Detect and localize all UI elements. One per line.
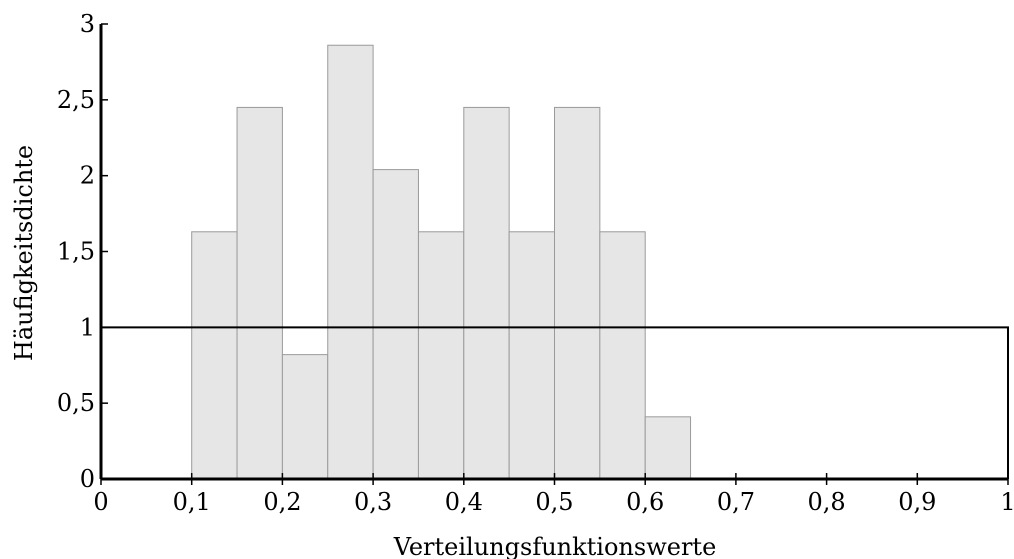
histogram-bar bbox=[644, 416, 692, 480]
y-tick-label: 0 bbox=[80, 465, 95, 493]
x-tick-label: 0,3 bbox=[354, 488, 392, 516]
x-axis-title: Verteilungsfunktionswerte bbox=[393, 533, 717, 559]
histogram-bar bbox=[554, 106, 601, 480]
y-axis-title: Häufigkeitsdichte bbox=[10, 145, 38, 361]
uniform-density-line bbox=[101, 326, 1009, 479]
histogram-bar bbox=[463, 106, 510, 480]
histogram-bar bbox=[281, 354, 329, 480]
x-tick-label: 0,4 bbox=[445, 488, 483, 516]
ticks-group: 0 0,1 0,2 0,3 0,4 0,5 0,6 0,7 0,8 0,9 1 0 0,5 1 1,5 2 2,… bbox=[57, 10, 1014, 516]
x-tick-label: 0,8 bbox=[808, 488, 846, 516]
histogram-bar bbox=[327, 44, 374, 480]
y-tick-label: 0,5 bbox=[57, 389, 95, 417]
y-tick-label: 2,5 bbox=[57, 86, 95, 114]
x-tick-label: 0,5 bbox=[535, 488, 573, 516]
x-tick-label: 0,9 bbox=[898, 488, 936, 516]
histogram-bar bbox=[372, 169, 419, 480]
y-tick-label: 2 bbox=[80, 162, 95, 190]
bars-group bbox=[191, 44, 692, 480]
uniform-reference-group bbox=[101, 326, 1009, 479]
x-tick-label: 0,6 bbox=[626, 488, 664, 516]
x-tick-label: 1 bbox=[1000, 488, 1014, 516]
histogram-bar bbox=[599, 231, 646, 480]
y-tick-label: 3 bbox=[80, 10, 95, 38]
histogram-bar bbox=[191, 231, 238, 480]
x-tick-label: 0,2 bbox=[263, 488, 301, 516]
histogram-bar bbox=[508, 231, 555, 480]
histogram-bar bbox=[417, 231, 465, 480]
histogram-bar bbox=[236, 106, 283, 480]
y-tick-label: 1 bbox=[80, 313, 95, 341]
x-tick-label: 0,7 bbox=[717, 488, 755, 516]
x-tick-label: 0 bbox=[93, 488, 108, 516]
y-tick-label: 1,5 bbox=[57, 238, 95, 266]
x-tick-label: 0,1 bbox=[173, 488, 211, 516]
